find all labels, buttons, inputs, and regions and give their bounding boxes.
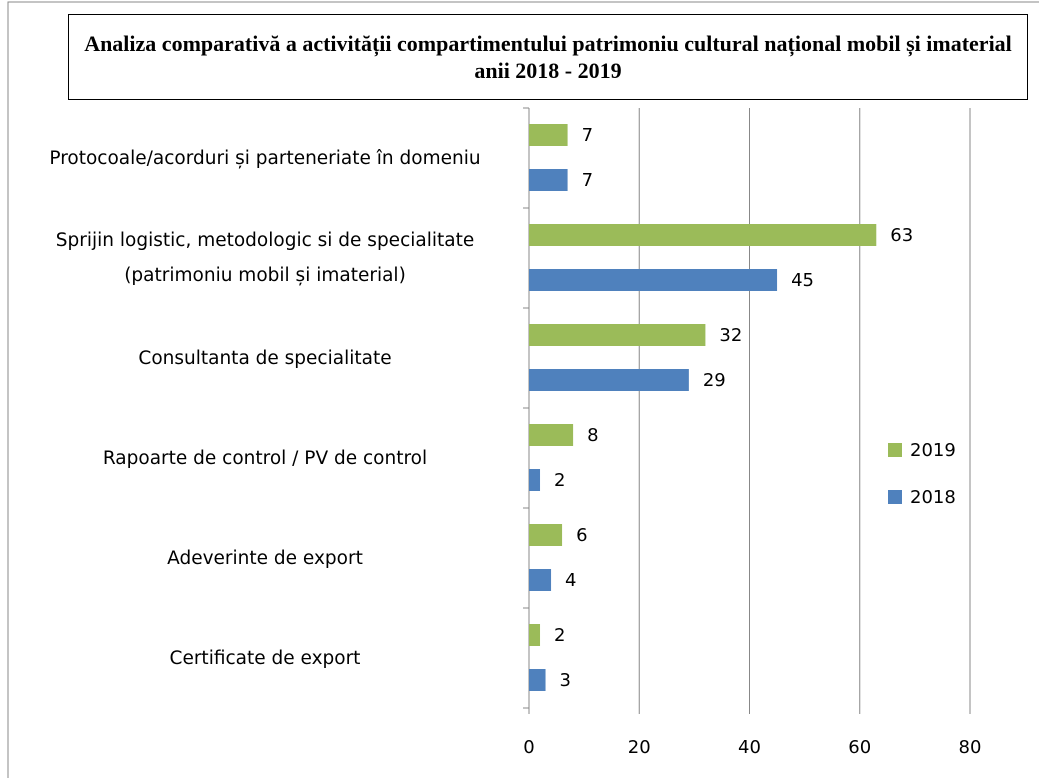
value-label: 4 [565, 570, 576, 591]
x-tick-label: 80 [959, 737, 982, 758]
bar [529, 669, 546, 691]
value-label: 7 [582, 170, 593, 191]
bar [529, 469, 541, 491]
y-tick-label: Protocoale/acorduri și parteneriate în d… [49, 147, 481, 169]
x-tick-label: 40 [738, 737, 761, 758]
value-label: 29 [703, 370, 726, 391]
bar [529, 324, 706, 346]
y-tick-label: Sprijin logistic, metodologic si de spec… [55, 230, 475, 286]
x-tick-label: 60 [848, 737, 871, 758]
bar [529, 569, 552, 591]
x-tick-label: 0 [523, 737, 534, 758]
bar [529, 224, 877, 246]
chart-title: Analiza comparativă a activității compar… [68, 14, 1028, 100]
legend-swatch [888, 443, 902, 457]
bar [529, 424, 574, 446]
legend-label: 2019 [910, 440, 956, 461]
value-label: 2 [554, 625, 565, 646]
bar [529, 124, 568, 146]
bar [529, 624, 541, 646]
value-label: 63 [890, 225, 913, 246]
value-label: 2 [554, 470, 565, 491]
legend-swatch [888, 490, 902, 504]
bar [529, 269, 778, 291]
value-label: 8 [587, 425, 598, 446]
legend-label: 2018 [910, 487, 956, 508]
value-label: 6 [576, 525, 587, 546]
value-label: 32 [719, 325, 742, 346]
value-label: 7 [582, 125, 593, 146]
y-tick-label: Consultanta de specialitate [138, 347, 392, 369]
y-tick-label: Rapoarte de control / PV de control [102, 447, 428, 469]
value-label: 3 [560, 670, 571, 691]
x-tick-label: 20 [628, 737, 651, 758]
value-label: 45 [791, 270, 814, 291]
y-tick-label: Certificate de export [169, 647, 361, 669]
chart-frame [7, 1, 1039, 778]
bar [529, 169, 568, 191]
bar [529, 369, 689, 391]
bar [529, 524, 563, 546]
y-tick-label: Adeverinte de export [167, 547, 363, 569]
